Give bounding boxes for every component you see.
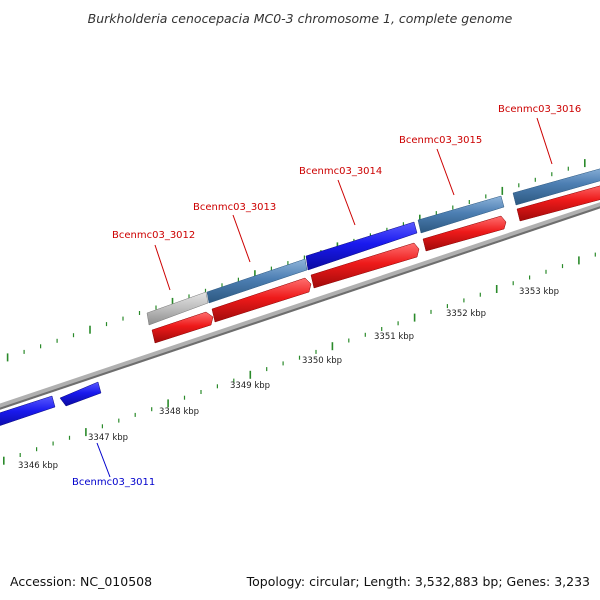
gene-labels: Bcenmc03_3011 Bcenmc03_3012 Bcenmc03_301… [72,104,581,488]
genome-summary-text: Topology: circular; Length: 3,532,883 bp… [246,574,590,589]
position-labels: 3346 kbp 3347 kbp 3348 kbp 3349 kbp 3350… [18,287,559,471]
gene-steel-3015[interactable] [417,195,505,234]
cds-3015[interactable] [422,215,507,252]
gene-steel-3016[interactable] [512,166,600,206]
gene-label-3015[interactable]: Bcenmc03_3015 [399,135,482,146]
chromosome-backbone [0,202,600,410]
cds-3012[interactable] [151,311,214,344]
cds-track [151,183,600,344]
lower-tick-row [2,252,596,465]
tick-label-3349: 3349 kbp [230,381,270,391]
gene-Bcenmc03_3011[interactable] [0,381,102,429]
tick-label-3353: 3353 kbp [519,287,559,297]
gene-label-3013[interactable]: Bcenmc03_3013 [193,202,276,213]
tick-label-3346: 3346 kbp [18,461,58,471]
accession-text: Accession: NC_010508 [10,574,152,589]
tick-label-3352: 3352 kbp [446,309,486,319]
cds-3013[interactable] [211,277,312,323]
gene-grey-feature[interactable] [146,291,209,326]
gene-label-3016[interactable]: Bcenmc03_3016 [498,104,581,115]
tick-label-3348: 3348 kbp [159,407,199,417]
gene-label-3012[interactable]: Bcenmc03_3012 [112,230,195,241]
tick-label-3347: 3347 kbp [88,433,128,443]
cds-3014[interactable] [310,242,420,289]
tick-label-3350: 3350 kbp [302,356,342,366]
feature-track-upper [146,166,600,326]
gene-label-3011[interactable]: Bcenmc03_3011 [72,477,155,488]
tick-label-3351: 3351 kbp [374,332,414,342]
map-title: Burkholderia cenocepacia MC0-3 chromosom… [88,11,513,26]
gene-label-3014[interactable]: Bcenmc03_3014 [299,166,382,177]
gene-steel-3013[interactable] [206,258,308,304]
cds-3016[interactable] [516,183,600,222]
upper-tick-row [6,159,586,362]
gene-label-leaders [96,117,553,478]
gene-blue-3014[interactable] [305,221,418,271]
